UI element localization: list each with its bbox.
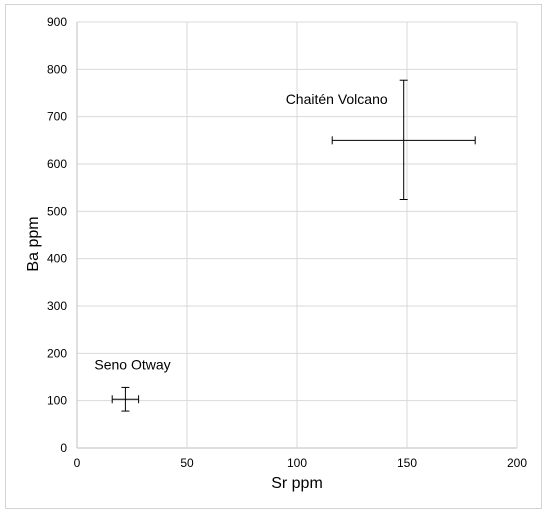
y-tick-label: 700: [47, 110, 67, 124]
point-label-chaiten-volcano: Chaitén Volcano: [286, 91, 388, 107]
point-label-seno-otway: Seno Otway: [94, 356, 170, 372]
x-tick-label: 100: [287, 456, 307, 470]
y-tick-label: 800: [47, 62, 67, 76]
y-axis-label: Ba ppm: [25, 216, 42, 271]
x-axis-label: Sr ppm: [271, 475, 323, 492]
x-tick-label: 200: [507, 456, 527, 470]
x-tick-label: 0: [74, 456, 81, 470]
y-tick-label: 500: [47, 204, 67, 218]
y-tick-label: 900: [47, 15, 67, 29]
tick-label-layer: 0 100 200 300 400 500 600 700 800 900 0 50 100 150 200: [47, 15, 527, 470]
grid-layer: [76, 21, 518, 449]
y-tick-label: 100: [47, 394, 67, 408]
y-tick-label: 200: [47, 346, 67, 360]
y-tick-label: 0: [60, 441, 67, 455]
data-point: [331, 79, 476, 200]
y-tick-label: 400: [47, 252, 67, 266]
data-point-layer: Chaitén Volcano Seno Otway: [94, 79, 476, 412]
chart-frame: 0 100 200 300 400 500 600 700 800 900 0 50 100 150 200…: [5, 4, 542, 509]
y-tick-label: 300: [47, 299, 67, 313]
data-point: [111, 386, 140, 412]
y-tick-label: 600: [47, 157, 67, 171]
x-tick-label: 150: [397, 456, 417, 470]
x-tick-label: 50: [180, 456, 194, 470]
scatter-plot: 0 100 200 300 400 500 600 700 800 900 0 50 100 150 200…: [25, 15, 527, 492]
